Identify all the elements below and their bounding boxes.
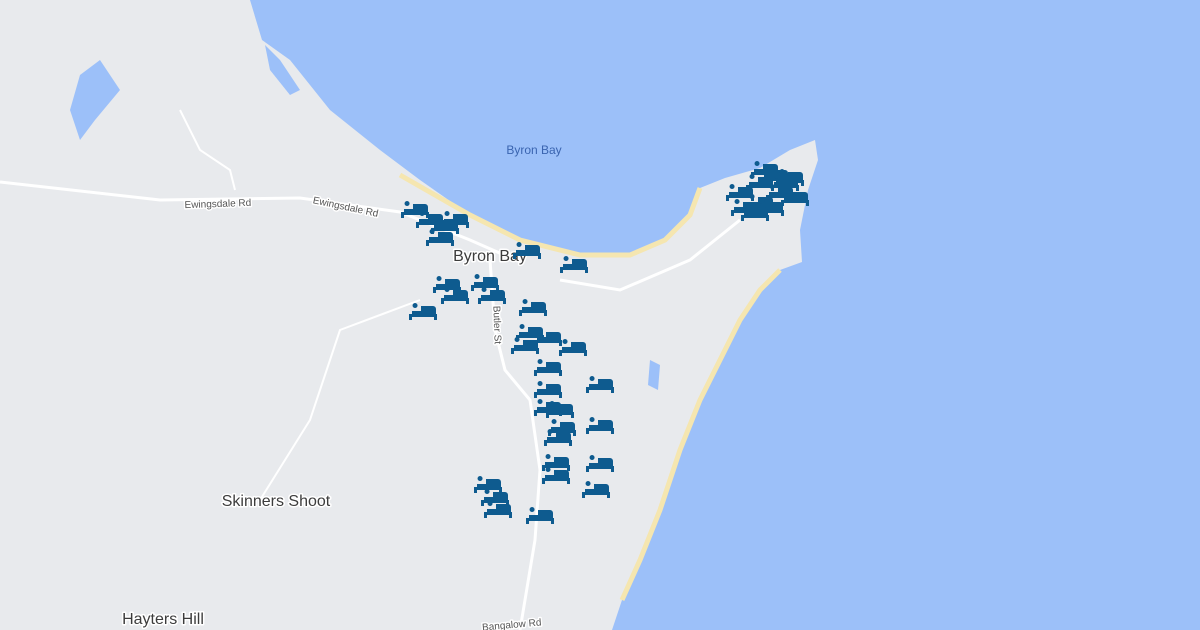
markers — [401, 161, 809, 524]
lodging-marker[interactable] — [582, 481, 610, 498]
lodging-marker[interactable] — [513, 242, 541, 259]
place-label: Skinners Shoot — [222, 493, 331, 510]
lodging-marker[interactable] — [426, 229, 454, 246]
lodging-marker[interactable] — [481, 489, 509, 506]
lodging-marker[interactable] — [516, 324, 544, 341]
lodging-marker[interactable] — [586, 417, 614, 434]
lodging-marker[interactable] — [478, 287, 506, 304]
lodging-marker[interactable] — [433, 276, 461, 293]
lodging-marker[interactable] — [471, 274, 499, 291]
lodging-marker[interactable] — [441, 287, 469, 304]
beach — [398, 172, 782, 602]
lodging-marker[interactable] — [526, 507, 554, 524]
lodging-marker[interactable] — [586, 376, 614, 393]
lodging-marker[interactable] — [751, 161, 779, 178]
lodging-marker[interactable] — [548, 419, 576, 436]
lodging-marker[interactable] — [511, 337, 539, 354]
lodging-marker[interactable] — [416, 211, 444, 228]
lodging-marker[interactable] — [441, 211, 469, 228]
lodging-marker[interactable] — [534, 359, 562, 376]
lodging-marker[interactable] — [542, 454, 570, 471]
road-label: Ewingsdale Rd — [184, 198, 251, 211]
lodging-marker[interactable] — [409, 303, 437, 320]
water-label: Byron Bay — [506, 143, 561, 157]
lodging-marker[interactable] — [771, 174, 799, 191]
lodging-marker[interactable] — [474, 476, 502, 493]
road-label: Butler St — [490, 306, 502, 345]
lodging-marker[interactable] — [534, 329, 562, 346]
lodging-marker[interactable] — [534, 399, 562, 416]
roads — [0, 109, 741, 630]
ocean — [250, 0, 1200, 630]
lodging-marker[interactable] — [484, 501, 512, 518]
lodging-marker[interactable] — [560, 256, 588, 273]
lodging-marker[interactable] — [519, 299, 547, 316]
place-label: Byron Bay — [453, 248, 527, 265]
lodging-marker[interactable] — [741, 204, 769, 221]
lodging-marker[interactable] — [534, 381, 562, 398]
lodging-marker[interactable] — [559, 339, 587, 356]
lakes — [70, 45, 660, 390]
place-label: Hayters Hill — [122, 611, 204, 628]
lodging-marker[interactable] — [781, 189, 809, 206]
lodging-marker[interactable] — [542, 467, 570, 484]
lodging-marker[interactable] — [586, 455, 614, 472]
lodging-marker[interactable] — [544, 429, 572, 446]
